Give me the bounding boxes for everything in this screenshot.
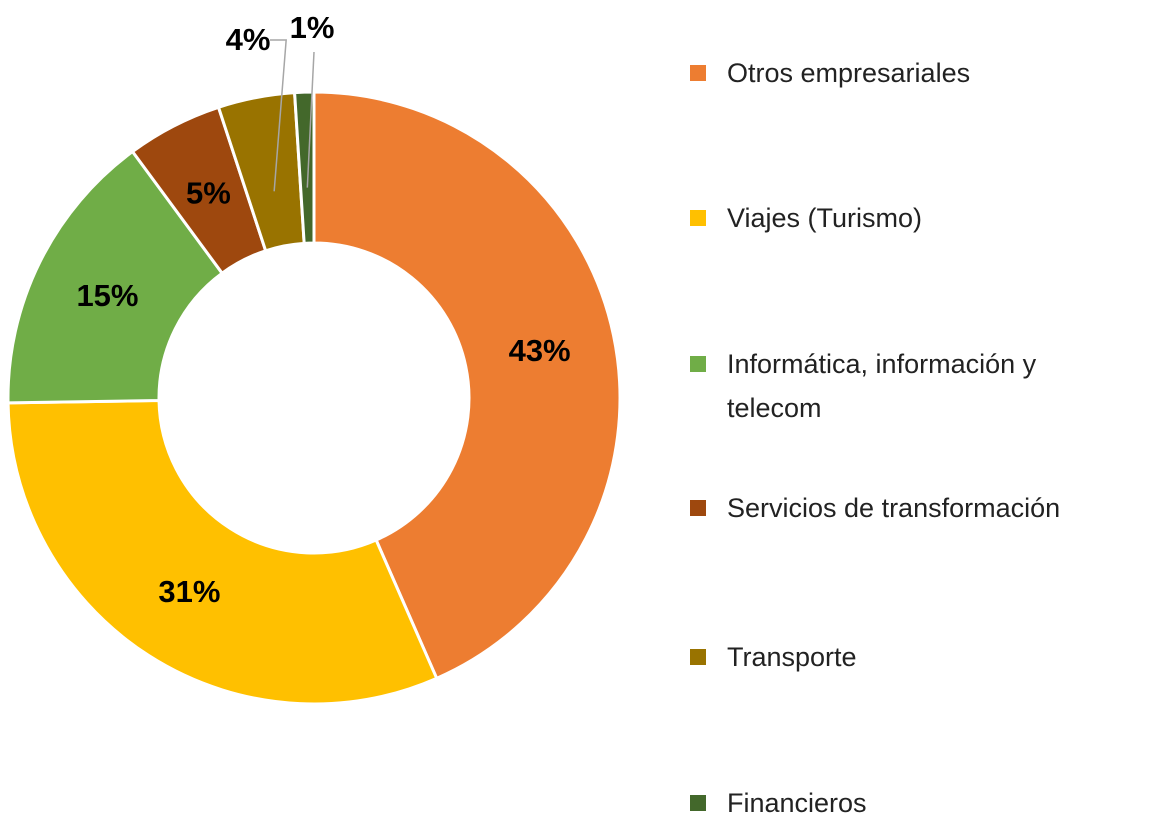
legend-entry: Informática, información y telecom: [690, 342, 1130, 430]
legend-label: Informática, información y telecom: [727, 349, 1037, 423]
legend-label: Servicios de transformación: [727, 493, 1061, 523]
legend-entry: Otros empresariales: [690, 51, 1130, 95]
legend-swatch: [690, 210, 706, 226]
donut-slice: [292, 90, 316, 245]
legend-entry: Viajes (Turismo): [690, 196, 1130, 240]
legend-swatch: [690, 65, 706, 81]
legend-label: Transporte: [727, 642, 857, 672]
donut-plot: 43% 31% 15% 5% 4% 1%: [6, 10, 622, 706]
legend-swatch: [690, 356, 706, 372]
donut-slice: [312, 90, 622, 681]
data-label: 5%: [186, 175, 231, 210]
legend-label: Otros empresariales: [727, 58, 971, 88]
data-label: 31%: [158, 574, 220, 609]
legend-entry: Financieros: [690, 781, 1130, 815]
data-label: 15%: [76, 278, 138, 313]
legend-entry: Servicios de transformación: [690, 486, 1130, 530]
legend-entry: Transporte: [690, 635, 1130, 679]
legend-swatch: [690, 649, 706, 665]
legend-label: Viajes (Turismo): [727, 203, 923, 233]
data-label: 4%: [226, 22, 271, 57]
legend-swatch: [690, 795, 706, 811]
legend-swatch: [690, 500, 706, 516]
leader-line: [306, 51, 315, 188]
legend-label: Financieros: [727, 788, 867, 815]
data-label: 1%: [290, 10, 335, 45]
donut-slice: [6, 398, 439, 706]
donut-slice: [6, 149, 225, 405]
data-label: 43%: [509, 333, 571, 368]
leader-line: [270, 39, 287, 192]
